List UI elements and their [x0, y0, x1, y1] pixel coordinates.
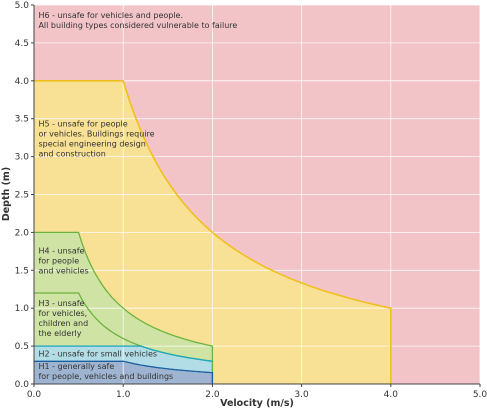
zone-h2-label: H2 - unsafe for small vehicles [38, 350, 157, 359]
y-tick-label: 4.5 [15, 39, 29, 49]
zone-h1-label: for people, vehicles and buildings [38, 372, 173, 381]
zone-h6-label: All building types considered vulnerable… [38, 21, 237, 30]
x-tick-label: 3.0 [294, 390, 309, 400]
zone-h4-label: and vehicles [38, 267, 88, 276]
zone-boundaries [34, 80, 392, 384]
x-axis-label: Velocity (m/s) [220, 398, 294, 409]
zone-h3-label: H3 - unsafe [38, 299, 84, 308]
y-axis-label: Depth (m) [1, 167, 12, 221]
y-tick-label: 2.0 [15, 228, 30, 238]
zone-h5-label: or vehicles. Buildings require [38, 129, 154, 138]
zone-h5-boundary [34, 80, 392, 384]
x-tick-label: 1.0 [116, 390, 131, 400]
y-tick-label: 5.0 [15, 1, 30, 11]
zone-h1-label: H1 - generally safe [38, 362, 114, 371]
y-tick-labels: 0.0 0.5 1.0 1.5 2.0 2.5 3.0 3.5 4.0 4.5 5.0 [15, 1, 34, 390]
zone-h1-boundary [34, 360, 214, 384]
x-tick-label: 0.0 [27, 390, 42, 400]
zone-h5-label: H5 - unsafe for people [38, 119, 127, 128]
x-tick-label: 4.0 [384, 390, 399, 400]
zone-h2-boundary [34, 345, 213, 362]
x-tick-label: 2.0 [205, 390, 220, 400]
y-tick-label: 3.0 [15, 153, 30, 163]
zone-h4-boundary [34, 231, 214, 384]
zone-h4-label: for people [38, 257, 79, 266]
y-tick-label: 3.5 [15, 115, 29, 125]
zone-h5-label: special engineering design [38, 139, 145, 148]
y-tick-label: 0.0 [15, 380, 30, 390]
y-tick-label: 4.0 [15, 77, 30, 87]
zone-labels: H6 - unsafe for vehicles and people.All … [38, 11, 237, 381]
x-tick-label: 5.0 [473, 390, 487, 400]
zone-h3-label: for vehicles, [38, 309, 87, 318]
zone-h3-label: children and [38, 319, 88, 328]
zone-h3-label: the elderly [38, 329, 81, 338]
zone-h5-label: and construction [38, 149, 105, 158]
zone-h6-label: H6 - unsafe for vehicles and people. [38, 11, 183, 20]
y-tick-label: 1.5 [15, 266, 29, 276]
y-tick-label: 1.0 [15, 304, 30, 314]
zone-h4-label: H4 - unsafe [38, 247, 84, 256]
y-tick-label: 2.5 [15, 191, 29, 201]
x-tick-labels: 0.0 1.0 2.0 3.0 4.0 5.0 [27, 384, 487, 400]
y-tick-label: 0.5 [15, 342, 29, 352]
